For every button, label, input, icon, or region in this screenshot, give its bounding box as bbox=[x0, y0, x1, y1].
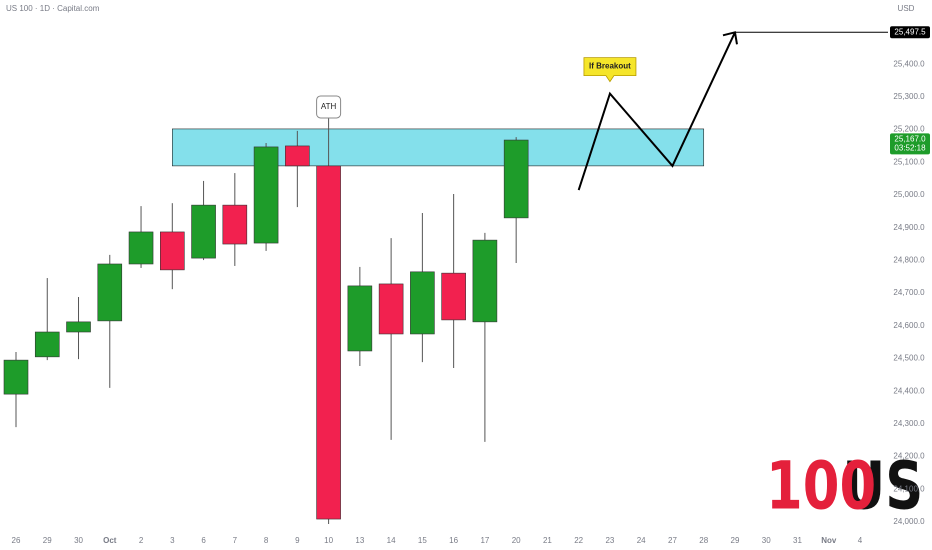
x-tick-label: 24 bbox=[637, 536, 646, 545]
x-tick-label: 8 bbox=[264, 536, 269, 545]
y-tick-label: 24,000.0 bbox=[893, 517, 925, 526]
y-tick-label: 24,800.0 bbox=[893, 255, 925, 264]
x-tick-label: 2 bbox=[139, 536, 144, 545]
x-tick-label: 14 bbox=[387, 536, 396, 545]
currency: USD bbox=[898, 4, 915, 13]
candle-body bbox=[97, 263, 123, 322]
x-tick-label: Oct bbox=[103, 536, 117, 545]
y-tick-label: 25,300.0 bbox=[893, 92, 925, 101]
x-tick-label: 21 bbox=[543, 536, 552, 545]
price-tag-label: 25,497.5 bbox=[894, 27, 926, 36]
candle-body bbox=[441, 272, 466, 321]
x-tick-label: 17 bbox=[480, 536, 489, 545]
x-tick-label: 9 bbox=[295, 536, 300, 545]
last-price-tag bbox=[890, 133, 930, 155]
symbol-title: US 100 · 1D · Capital.com bbox=[6, 4, 100, 13]
x-tick-label: 6 bbox=[201, 536, 206, 545]
x-tick-label: 29 bbox=[43, 536, 52, 545]
price-tag bbox=[890, 26, 930, 39]
y-tick-label: 24,300.0 bbox=[893, 419, 925, 428]
candle-body bbox=[191, 204, 216, 259]
y-tick-label: 24,900.0 bbox=[893, 223, 925, 232]
x-tick-label: 31 bbox=[793, 536, 802, 545]
candle-body bbox=[128, 231, 154, 265]
projection-path bbox=[577, 31, 736, 191]
x-tick-label: 3 bbox=[170, 536, 175, 545]
y-tick-label: 24,100.0 bbox=[893, 484, 925, 493]
y-tick-label: 24,700.0 bbox=[893, 288, 925, 297]
ath-box bbox=[316, 95, 342, 119]
x-tick-label: 20 bbox=[512, 536, 521, 545]
x-tick-label: 30 bbox=[762, 536, 771, 545]
last-price-label: 25,167.0 bbox=[894, 134, 926, 143]
y-tick-label: 24,600.0 bbox=[893, 321, 925, 330]
x-tick-label: 30 bbox=[74, 536, 83, 545]
y-tick-label: 25,100.0 bbox=[893, 157, 925, 166]
candle-body bbox=[34, 331, 60, 358]
logo-100: 100 bbox=[766, 449, 876, 525]
resistance-zone bbox=[172, 128, 705, 167]
candle-body bbox=[503, 139, 529, 219]
x-tick-label: 29 bbox=[731, 536, 740, 545]
x-tick-label: 16 bbox=[449, 536, 458, 545]
candle-body bbox=[347, 285, 373, 352]
x-tick-label: 7 bbox=[233, 536, 238, 545]
countdown-label: 03:52:18 bbox=[894, 143, 926, 152]
candle-body bbox=[472, 239, 498, 323]
candle-body bbox=[222, 204, 248, 245]
y-tick-label: 24,200.0 bbox=[893, 452, 925, 461]
x-tick-label: 23 bbox=[605, 536, 614, 545]
y-tick-label: 24,400.0 bbox=[893, 386, 925, 395]
x-tick-label: Nov bbox=[821, 536, 837, 545]
candle-body bbox=[3, 359, 29, 395]
x-tick-label: 22 bbox=[574, 536, 583, 545]
candle-body bbox=[410, 271, 435, 335]
candle-body bbox=[253, 146, 279, 244]
candle-body bbox=[66, 321, 91, 333]
x-tick-label: 26 bbox=[12, 536, 21, 545]
y-tick-label: 25,400.0 bbox=[893, 59, 925, 68]
x-tick-label: 4 bbox=[858, 536, 863, 545]
breakout-box bbox=[583, 57, 637, 83]
breakout-label: If Breakout bbox=[589, 62, 631, 71]
candle-body bbox=[378, 283, 404, 335]
x-tick-label: 28 bbox=[699, 536, 708, 545]
y-tick-label: 25,200.0 bbox=[893, 125, 925, 134]
candle-body bbox=[316, 165, 341, 520]
x-tick-label: 13 bbox=[355, 536, 364, 545]
candle-body bbox=[285, 145, 310, 167]
x-tick-label: 15 bbox=[418, 536, 427, 545]
y-tick-label: 25,000.0 bbox=[893, 190, 925, 199]
candle-body bbox=[160, 231, 185, 271]
ath-label: ATH bbox=[321, 102, 337, 111]
x-tick-label: 10 bbox=[324, 536, 333, 545]
y-tick-label: 24,500.0 bbox=[893, 354, 925, 363]
logo-us: US bbox=[842, 449, 923, 525]
x-tick-label: 27 bbox=[668, 536, 677, 545]
